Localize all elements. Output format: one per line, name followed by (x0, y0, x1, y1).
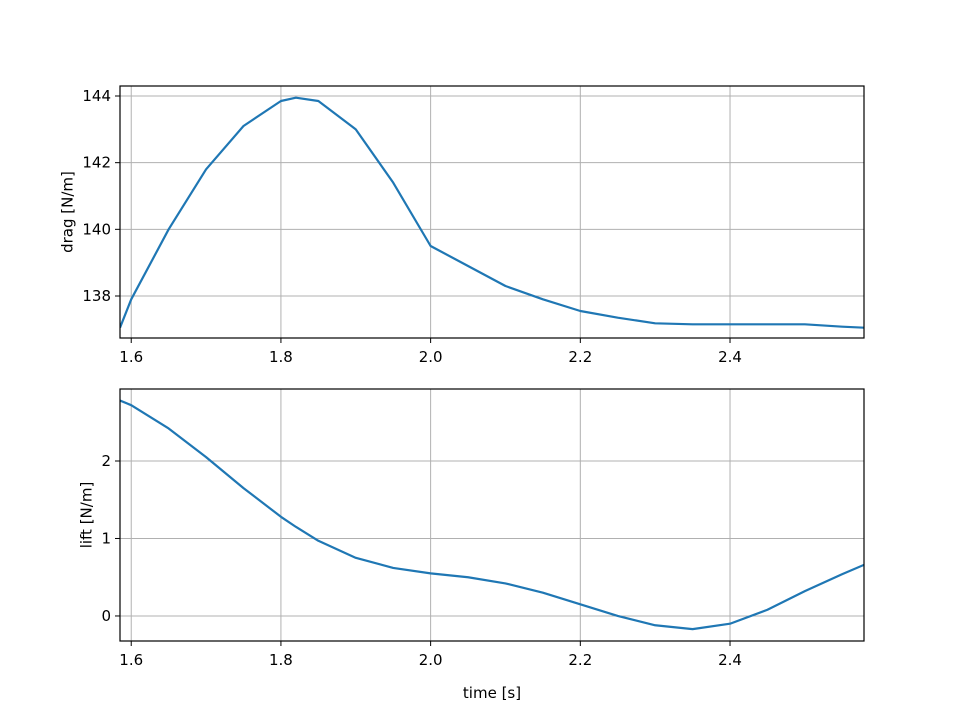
y-tick-label: 142 (82, 154, 111, 172)
x-tick-label: 2.2 (568, 651, 592, 669)
y-axis-label: lift [N/m] (77, 482, 95, 549)
x-tick-label: 2.4 (718, 348, 742, 366)
x-axis-label: time [s] (463, 684, 521, 702)
y-axis-label: drag [N/m] (58, 171, 76, 253)
y-tick-label: 0 (101, 607, 111, 625)
x-tick-label: 2.0 (419, 651, 443, 669)
y-tick-label: 138 (82, 287, 111, 305)
axes-frame (119, 85, 865, 339)
x-tick-label: 1.6 (119, 348, 143, 366)
y-tick-label: 140 (82, 220, 111, 238)
x-tick-label: 1.6 (119, 651, 143, 669)
y-tick-label: 2 (101, 452, 111, 470)
x-tick-label: 2.2 (568, 348, 592, 366)
y-tick-label: 144 (82, 87, 111, 105)
data-line (120, 96, 864, 329)
x-tick-label: 1.8 (269, 651, 293, 669)
y-tick-label: 1 (101, 529, 111, 547)
x-tick-label: 2.0 (419, 348, 443, 366)
x-tick-label: 1.8 (269, 348, 293, 366)
axes-frame (119, 388, 865, 642)
x-tick-label: 2.4 (718, 651, 742, 669)
data-line (120, 399, 864, 631)
